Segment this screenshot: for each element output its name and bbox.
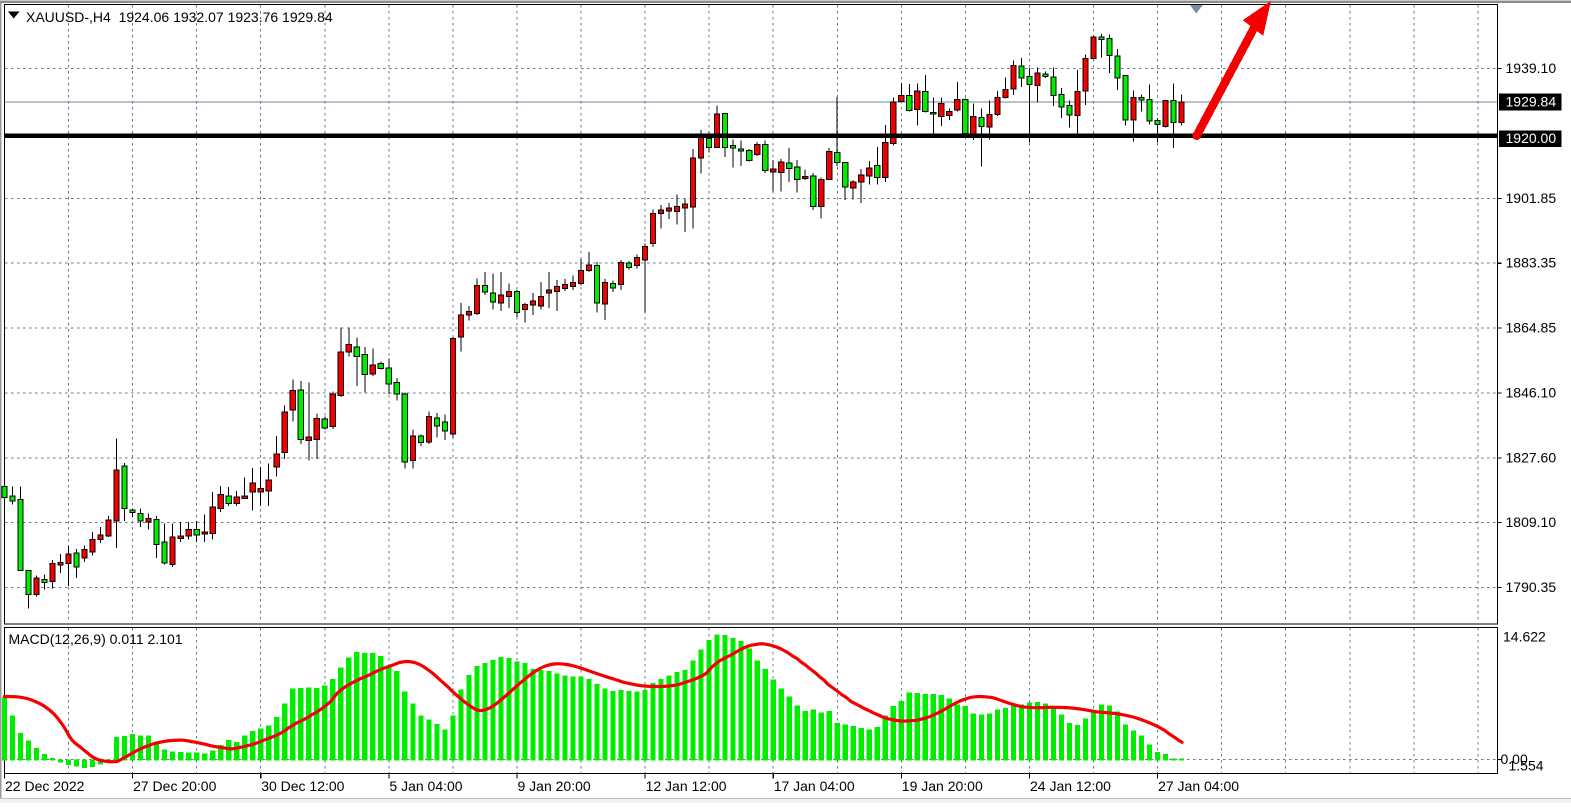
svg-text:24 Jan 12:00: 24 Jan 12:00 <box>1030 778 1111 794</box>
svg-text:1790.35: 1790.35 <box>1506 579 1557 595</box>
svg-text:0.00: 0.00 <box>1501 751 1528 767</box>
svg-text:1864.85: 1864.85 <box>1506 320 1557 336</box>
svg-text:27 Dec 20:00: 27 Dec 20:00 <box>133 778 216 794</box>
svg-text:12 Jan 12:00: 12 Jan 12:00 <box>646 778 727 794</box>
svg-text:1846.10: 1846.10 <box>1506 384 1557 400</box>
svg-text:1920.00: 1920.00 <box>1506 130 1557 146</box>
svg-text:5 Jan 04:00: 5 Jan 04:00 <box>389 778 462 794</box>
svg-text:9 Jan 20:00: 9 Jan 20:00 <box>518 778 591 794</box>
svg-text:14.622: 14.622 <box>1503 629 1546 645</box>
svg-text:1939.10: 1939.10 <box>1506 60 1557 76</box>
svg-text:17 Jan 04:00: 17 Jan 04:00 <box>774 778 855 794</box>
svg-text:1901.85: 1901.85 <box>1506 190 1557 206</box>
svg-text:1929.84: 1929.84 <box>1506 94 1557 110</box>
svg-text:XAUUSD-,H4 1924.06 1932.07 19: XAUUSD-,H4 1924.06 1932.07 1923.76 1929.… <box>26 9 333 25</box>
svg-text:1883.35: 1883.35 <box>1506 255 1557 271</box>
svg-text:1827.60: 1827.60 <box>1506 449 1557 465</box>
svg-text:27 Jan 04:00: 27 Jan 04:00 <box>1158 778 1239 794</box>
svg-text:MACD(12,26,9) 0.011 2.101: MACD(12,26,9) 0.011 2.101 <box>9 631 183 647</box>
svg-text:1809.10: 1809.10 <box>1506 514 1557 530</box>
svg-text:22 Dec 2022: 22 Dec 2022 <box>5 778 85 794</box>
svg-text:19 Jan 20:00: 19 Jan 20:00 <box>902 778 983 794</box>
svg-text:1.554: 1.554 <box>1509 758 1544 774</box>
svg-text:30 Dec 12:00: 30 Dec 12:00 <box>261 778 344 794</box>
